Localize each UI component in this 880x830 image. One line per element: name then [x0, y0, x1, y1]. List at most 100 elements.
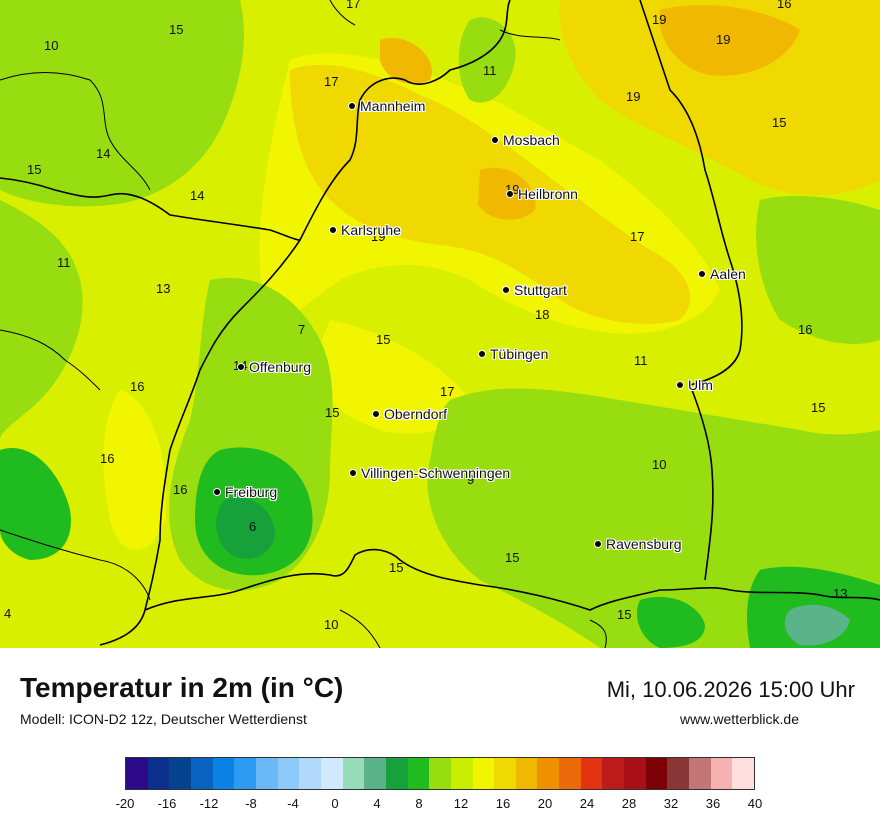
city-dot-icon [698, 270, 706, 279]
city-karlsruhe[interactable]: Karlsruhe [329, 222, 401, 238]
city-dot-icon [594, 540, 602, 549]
legend-tick-label: -4 [287, 796, 299, 811]
legend-tick-label: 16 [495, 796, 511, 811]
legend-swatch [190, 758, 213, 789]
city-tuebingen[interactable]: Tübingen [478, 346, 548, 362]
city-dot-icon [502, 286, 510, 295]
city-dot-icon [348, 102, 356, 111]
map-value: 19 [652, 12, 667, 27]
border-state-east [639, 0, 743, 581]
legend-tick-label: -8 [245, 796, 257, 811]
legend-swatch [364, 758, 386, 789]
legend-swatch [407, 758, 430, 789]
map-value: 14 [96, 146, 111, 161]
zone-16-18-west [103, 390, 166, 550]
legend-tick-label: 24 [579, 796, 595, 811]
city-dot-icon [329, 226, 337, 235]
border-state [0, 0, 511, 241]
zone-8-12-south [636, 596, 705, 648]
legend-tick-label: 20 [537, 796, 553, 811]
city-label: Mannheim [360, 98, 426, 114]
legend-swatch [320, 758, 343, 789]
legend-swatch [212, 758, 235, 789]
zone-12-14-northwest [0, 0, 244, 207]
map-value: 10 [324, 617, 339, 632]
map-value: 15 [811, 400, 826, 415]
legend-swatch [255, 758, 278, 789]
map-value: 14 [190, 188, 205, 203]
legend-swatch [299, 758, 321, 789]
legend-swatch [277, 758, 300, 789]
legend-swatch [234, 758, 256, 789]
city-heilbronn[interactable]: Heilbronn [506, 186, 578, 202]
map-value: 13 [156, 281, 171, 296]
city-label: Aalen [710, 266, 746, 282]
city-label: Oberndorf [384, 406, 448, 422]
map-value: 19 [626, 89, 641, 104]
zone-12-14-east [756, 195, 880, 344]
zone-20-22 [659, 5, 800, 76]
legend-swatch [732, 758, 755, 789]
city-dot-icon [213, 488, 221, 497]
map-value: 19 [716, 32, 731, 47]
legend-tick-label: 32 [663, 796, 679, 811]
city-label: Ravensburg [606, 536, 682, 552]
legend-swatch [450, 758, 473, 789]
city-dot-icon [478, 350, 486, 359]
city-freiburg[interactable]: Freiburg [213, 484, 277, 500]
map-value: 15 [27, 162, 42, 177]
model-info: Modell: ICON-D2 12z, Deutscher Wetterdie… [20, 711, 307, 727]
legend-tick-label: 4 [373, 796, 381, 811]
city-label: Ulm [688, 377, 713, 393]
legend-tick-label: -20 [115, 796, 135, 811]
map-value: 9 [467, 472, 475, 487]
map-value: 10 [652, 457, 667, 472]
zone-20-22-c [380, 38, 432, 84]
city-stuttgart[interactable]: Stuttgart [502, 282, 567, 298]
city-label: Villingen-Schwenningen [361, 465, 511, 481]
city-label: Freiburg [225, 484, 278, 500]
map-value: 17 [324, 74, 339, 89]
city-label: Karlsruhe [341, 222, 401, 238]
border-rhine [99, 239, 301, 646]
city-villingen-schwenningen[interactable]: Villingen-Schwenningen [349, 465, 510, 481]
city-oberndorf[interactable]: Oberndorf [372, 406, 447, 422]
website-link[interactable]: www.wetterblick.de [679, 711, 799, 727]
city-label: Heilbronn [518, 186, 578, 202]
city-ulm[interactable]: Ulm [676, 377, 713, 393]
city-offenburg[interactable]: Offenburg [237, 359, 311, 375]
city-mannheim[interactable]: Mannheim [348, 98, 425, 114]
legend-swatch [689, 758, 711, 789]
map-value: 16 [100, 451, 115, 466]
zone-6-8 [216, 497, 275, 559]
legend-swatch [515, 758, 538, 789]
city-dot-icon [372, 410, 380, 419]
legend-swatch [667, 758, 690, 789]
legend-tick-label: 0 [331, 796, 339, 811]
map-value: 15 [617, 607, 632, 622]
map-value: 18 [535, 307, 550, 322]
map-value: 15 [325, 405, 340, 420]
legend-swatch [472, 758, 495, 789]
map-value: 11 [634, 353, 648, 368]
city-label: Offenburg [249, 359, 312, 375]
city-ravensburg[interactable]: Ravensburg [594, 536, 682, 552]
map-value: 15 [772, 115, 787, 130]
zone-16-18-south [310, 320, 470, 434]
legend-tick-label: 8 [415, 796, 423, 811]
color-legend [125, 757, 755, 790]
legend-ticks: -20 -16 -12 -8 -4 0 4 8 12 16 20 24 28 32 36 40 [0, 796, 880, 816]
city-dot-icon [676, 381, 684, 390]
city-dot-icon [237, 363, 245, 372]
map-value: 13 [833, 586, 848, 601]
city-label: Tübingen [490, 346, 549, 362]
map-value: 4 [4, 606, 12, 621]
zone-8-12-west [0, 448, 71, 560]
city-label: Mosbach [503, 132, 560, 148]
border-lake [144, 548, 880, 611]
forecast-datetime: Mi, 10.06.2026 15:00 Uhr [606, 677, 855, 702]
city-dot-icon [349, 469, 357, 478]
city-mosbach[interactable]: Mosbach [491, 132, 560, 148]
city-aalen[interactable]: Aalen [698, 266, 746, 282]
legend-swatch [147, 758, 170, 789]
